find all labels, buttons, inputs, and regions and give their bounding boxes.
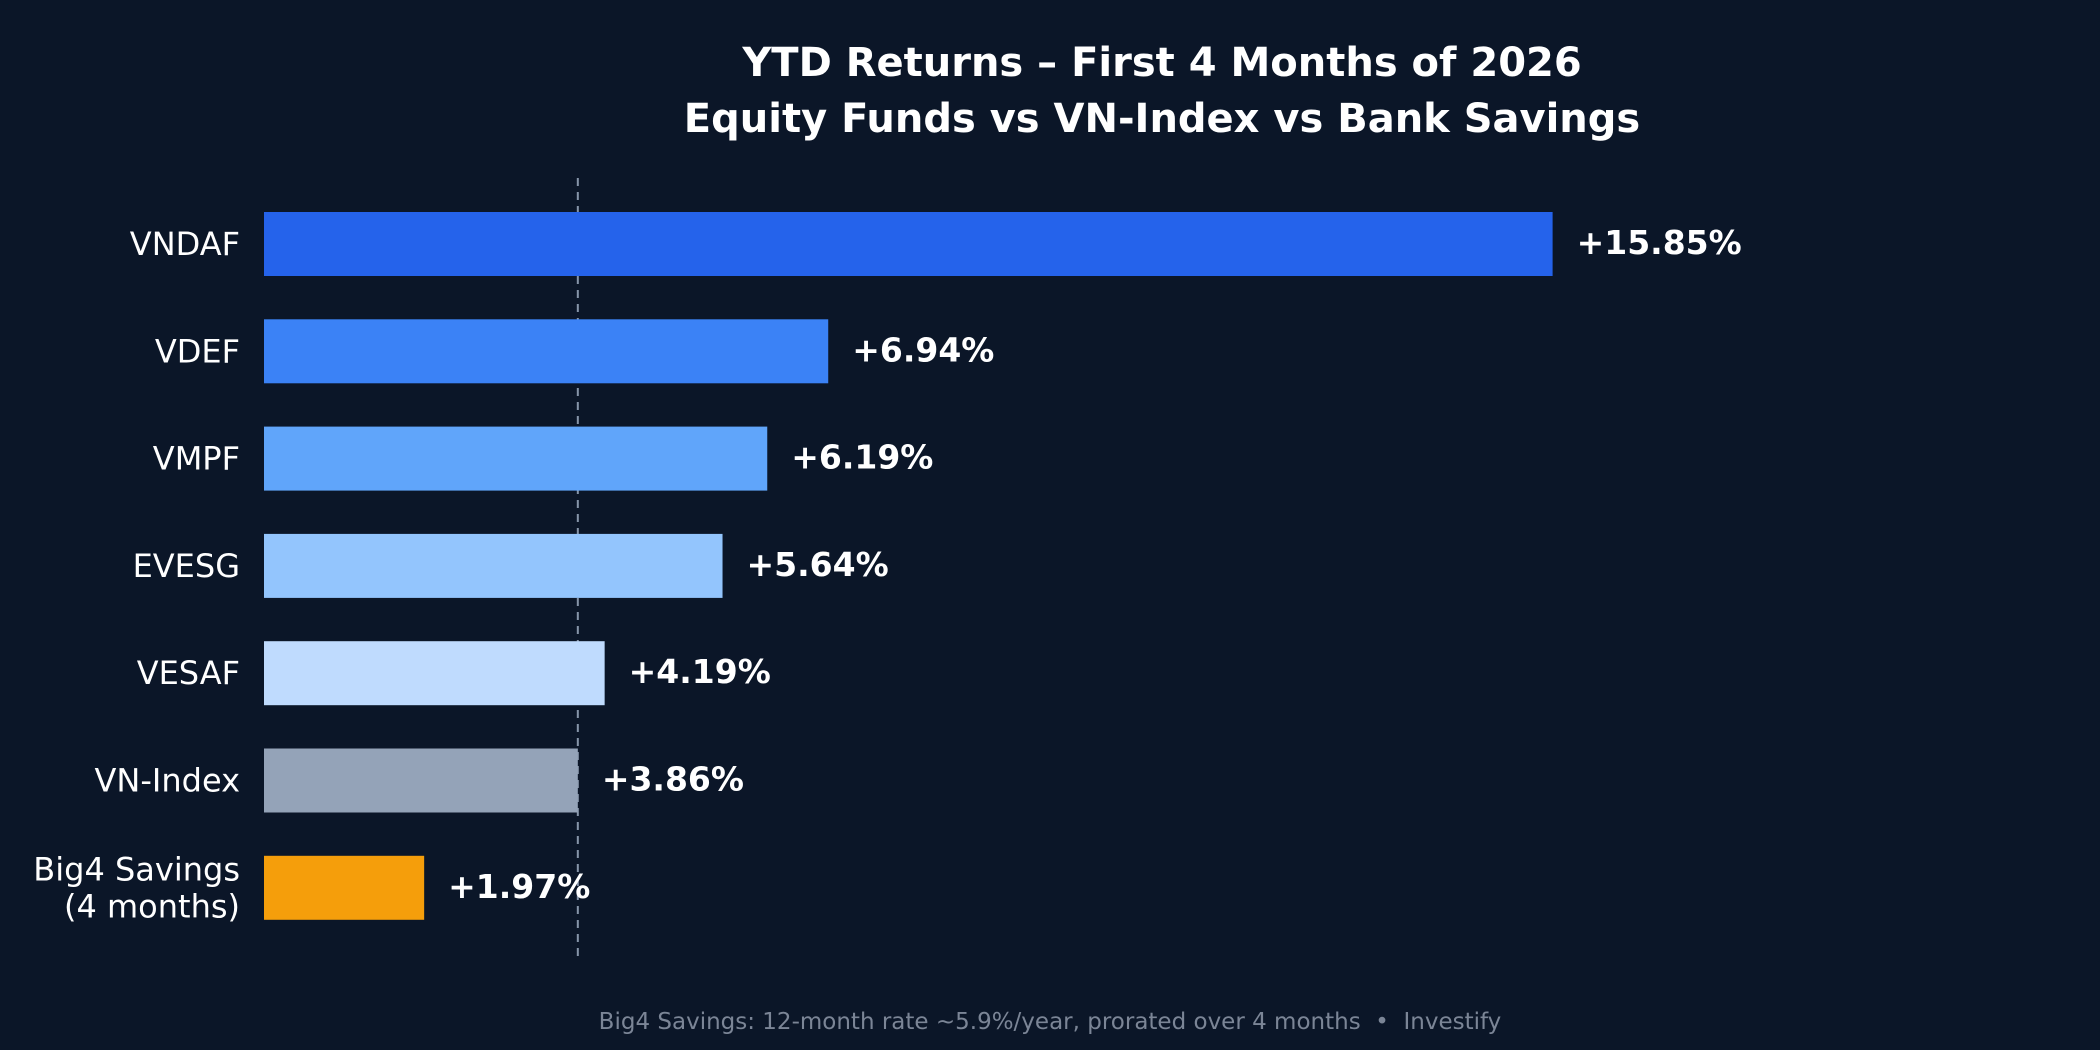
data-label: +6.94% bbox=[852, 330, 994, 369]
category-label: VMPF bbox=[153, 440, 240, 478]
category-label: VNDAF bbox=[130, 225, 240, 263]
data-label: +4.19% bbox=[629, 652, 771, 691]
bar bbox=[264, 426, 768, 491]
category-label: VDEF bbox=[155, 332, 240, 370]
footnote: Big4 Savings: 12-month rate ~5.9%/year, … bbox=[599, 1009, 1502, 1035]
data-label: +3.86% bbox=[602, 760, 744, 799]
category-label: EVESG bbox=[133, 547, 240, 585]
chart-subtitle: Equity Funds vs VN-Index vs Bank Savings bbox=[684, 96, 1640, 142]
category-label: VESAF bbox=[137, 654, 240, 692]
bar bbox=[264, 319, 829, 384]
value-labels-group: +15.85% +6.94% +6.19% +5.64% +4.19% +3.86% +1.… bbox=[448, 223, 1742, 906]
bar bbox=[264, 212, 1553, 276]
data-label: +5.64% bbox=[747, 545, 889, 584]
category-label: VN-Index bbox=[95, 762, 240, 800]
bar bbox=[264, 533, 723, 598]
chart-title: YTD Returns – First 4 Months of 2026 bbox=[741, 40, 1581, 86]
bar bbox=[264, 748, 578, 813]
data-label: +15.85% bbox=[1577, 223, 1742, 262]
bar bbox=[264, 855, 425, 920]
category-label: Big4 Savings bbox=[33, 850, 240, 888]
data-label: +6.19% bbox=[791, 438, 933, 477]
category-label: (4 months) bbox=[64, 887, 240, 925]
bar bbox=[264, 641, 605, 706]
data-label: +1.97% bbox=[448, 867, 590, 906]
bars-group bbox=[264, 212, 1553, 920]
category-labels-group: VNDAF VDEF VMPF EVESG VESAF VN-Index Big4 Savi… bbox=[33, 225, 240, 925]
